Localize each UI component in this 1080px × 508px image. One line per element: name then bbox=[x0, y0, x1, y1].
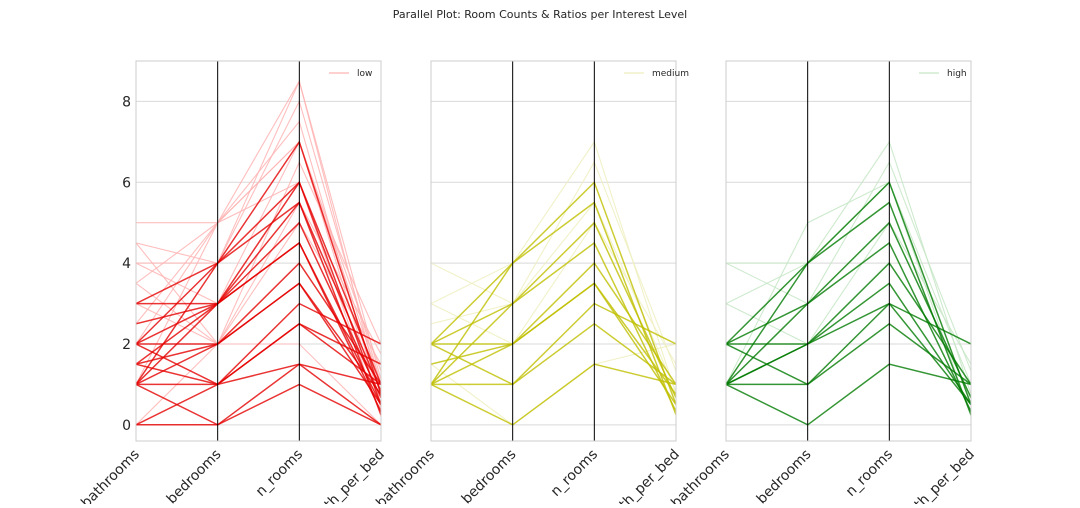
data-line bbox=[431, 221, 676, 399]
plot-frame bbox=[135, 60, 382, 442]
figure-title: Parallel Plot: Room Counts & Ratios per … bbox=[393, 8, 687, 21]
legend-label: medium bbox=[652, 69, 689, 79]
data-line-faint bbox=[431, 160, 676, 372]
x-tick-label: n_rooms bbox=[843, 447, 896, 500]
data-line bbox=[136, 383, 381, 426]
x-tick-label: n_rooms bbox=[548, 447, 601, 500]
x-tick-label: bath_per_bed bbox=[604, 447, 683, 504]
data-line bbox=[431, 322, 676, 386]
plot-frame bbox=[725, 60, 972, 442]
data-line bbox=[431, 261, 676, 385]
legend-label: high bbox=[947, 69, 967, 79]
x-tick-label: bedrooms bbox=[164, 447, 225, 504]
series-lines bbox=[726, 140, 971, 426]
x-tick-label: bedrooms bbox=[754, 447, 815, 504]
x-tick-label: bathrooms bbox=[78, 447, 143, 504]
data-line bbox=[431, 363, 676, 426]
data-line-faint bbox=[431, 201, 676, 392]
data-line bbox=[136, 322, 381, 386]
data-line bbox=[136, 241, 381, 405]
plot-frame bbox=[430, 60, 677, 442]
panel-medium: bathrooms bedrooms n_rooms bath_per_bedmedi… bbox=[373, 60, 689, 508]
data-line bbox=[136, 363, 381, 426]
series-lines bbox=[136, 79, 381, 426]
data-line bbox=[726, 241, 971, 412]
data-line bbox=[431, 201, 676, 415]
data-line-faint bbox=[726, 160, 971, 372]
data-line bbox=[431, 282, 676, 395]
data-line bbox=[431, 180, 676, 405]
x-tick-label: bath_per_bed bbox=[899, 447, 978, 504]
data-line bbox=[136, 180, 381, 385]
data-line bbox=[726, 180, 971, 405]
x-tick-label: bath_per_bed bbox=[309, 447, 388, 504]
data-line bbox=[136, 282, 381, 395]
y-tick-label: 8 bbox=[122, 94, 131, 110]
y-tick-label: 0 bbox=[122, 418, 131, 434]
y-tick-label: 4 bbox=[122, 256, 131, 272]
data-line bbox=[726, 201, 971, 415]
data-line bbox=[136, 140, 381, 395]
data-line bbox=[136, 221, 381, 399]
data-line bbox=[726, 261, 971, 385]
data-line-faint bbox=[136, 120, 381, 405]
data-line bbox=[136, 201, 381, 392]
series-lines bbox=[431, 140, 676, 426]
data-line bbox=[726, 363, 971, 426]
x-tick-label: n_rooms bbox=[253, 447, 306, 500]
data-line-faint bbox=[136, 79, 381, 397]
data-line bbox=[726, 302, 971, 406]
x-tick-label: bedrooms bbox=[459, 447, 520, 504]
y-tick-label: 6 bbox=[122, 175, 131, 191]
legend-label: low bbox=[357, 69, 372, 79]
y-tick-label: 2 bbox=[122, 337, 131, 353]
panel-low: 0 2 4 6 8 bathrooms bedrooms n_rooms bath_per_be… bbox=[78, 60, 388, 508]
data-line bbox=[431, 241, 676, 412]
